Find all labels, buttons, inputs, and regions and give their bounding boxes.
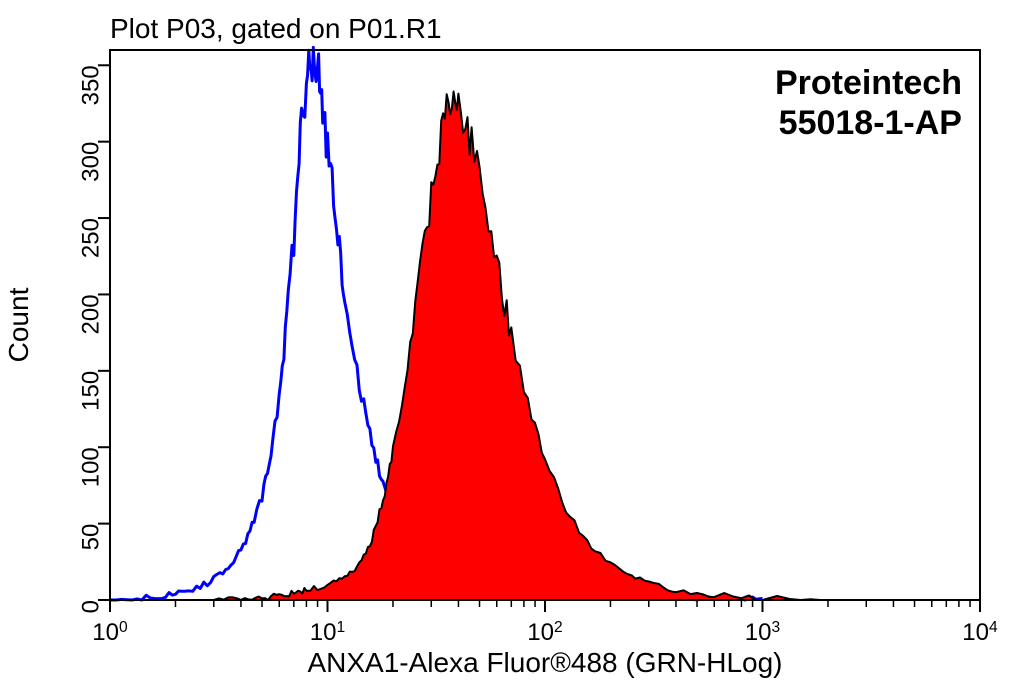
y-tick-label: 200 (77, 294, 104, 334)
y-tick-label: 100 (77, 447, 104, 487)
y-tick-label: 350 (77, 65, 104, 105)
x-axis-label: ANXA1-Alexa Fluor®488 (GRN-HLog) (307, 647, 782, 678)
brand-line-1: Proteintech (775, 64, 962, 102)
y-tick-label: 0 (77, 600, 104, 613)
y-axis-label: Count (3, 287, 34, 362)
y-tick-label: 150 (77, 371, 104, 411)
brand-line-2: 55018-1-AP (779, 104, 962, 142)
y-tick-label: 250 (77, 218, 104, 258)
y-tick-label: 300 (77, 142, 104, 182)
plot-title: Plot P03, gated on P01.R1 (110, 13, 442, 44)
y-tick-label: 50 (77, 524, 104, 551)
flow-cytometry-chart: 050100150200250300350100101102103104Plot… (0, 0, 1015, 683)
